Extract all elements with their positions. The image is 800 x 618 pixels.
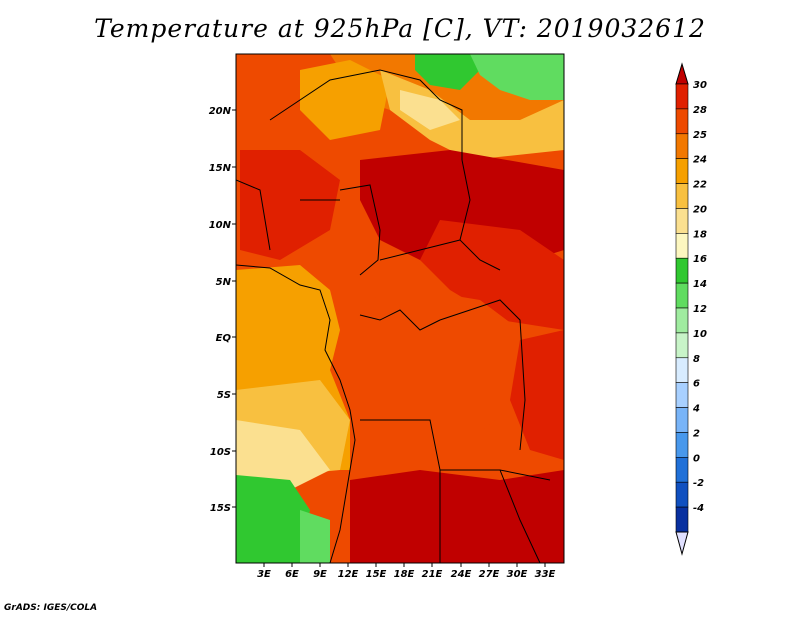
lat-label: 10N [209, 220, 232, 231]
colorbar-label: 10 [693, 329, 707, 340]
border-zambia [499, 469, 541, 563]
colorbar-label: 20 [693, 204, 707, 215]
colorbar-segment [675, 357, 689, 383]
colorbar-label: 12 [693, 304, 707, 315]
colorbar-segment [675, 432, 689, 458]
colorbar-segment [675, 282, 689, 309]
colorbar-segment [675, 481, 689, 508]
field-atlantic-pale [236, 420, 330, 490]
colorbar-label: 0 [693, 453, 700, 464]
field-hot-south [350, 470, 564, 563]
field-cool-band [380, 70, 564, 160]
lon-label: 6E [285, 569, 299, 580]
border-north [269, 69, 463, 160]
colorbar-segment [675, 83, 689, 110]
border-car [379, 239, 461, 261]
latitude-axis: 20N 15N 10N 5N EQ 5S 10S 15S [209, 106, 236, 514]
lon-label: 18E [394, 569, 415, 580]
coastline [236, 264, 356, 563]
border-east [439, 299, 526, 451]
field-green-sw [236, 475, 310, 563]
colorbar-label: 30 [693, 80, 707, 91]
field-hot-se [510, 330, 564, 460]
field-green-north [415, 54, 480, 90]
lat-label: 15N [209, 163, 232, 174]
colorbar-segment [675, 183, 689, 209]
colorbar-segment [675, 233, 689, 259]
field-green-sw-light [300, 510, 330, 563]
field-pale-band [400, 90, 460, 130]
colorbar-segment [675, 457, 689, 483]
lat-label: 15S [210, 503, 231, 514]
field-hot-west [240, 150, 340, 260]
lon-label: 30E [507, 569, 528, 580]
field-hot-east [420, 220, 564, 330]
lat-label: 20N [209, 106, 232, 117]
colorbar-label: 2 [693, 428, 700, 439]
colorbar-segment [675, 208, 689, 234]
lon-label: 9E [313, 569, 327, 580]
colorbar-label: 24 [693, 155, 707, 166]
colorbar-label: -2 [693, 478, 704, 489]
longitude-axis: 3E 6E 9E 12E 15E 18E 21E 24E 27E 30E 33E [257, 563, 556, 580]
colorbar-segment [675, 332, 689, 359]
colorbar-segment [675, 382, 689, 408]
colorbar-segment [675, 407, 689, 433]
colorbar-label: 25 [693, 130, 707, 141]
colorbar-label: 8 [693, 354, 700, 365]
lon-label: 33E [535, 569, 556, 580]
colorbar-segment [675, 257, 689, 284]
colorbar-label: 16 [693, 254, 707, 265]
lon-label: 24E [451, 569, 472, 580]
colorbar-segment [675, 108, 689, 135]
lat-label: EQ [216, 333, 232, 344]
lat-label: 5S [217, 390, 231, 401]
lat-label: 5N [216, 277, 232, 288]
colorbar-segment [675, 307, 689, 334]
field-sahel-warm [300, 60, 390, 140]
border-congo [359, 309, 441, 331]
colorbar-label: 14 [693, 279, 707, 290]
colorbar-label: 6 [693, 379, 700, 390]
lat-label: 10S [210, 447, 231, 458]
colorbar-top-arrow [675, 62, 689, 85]
colorbar-label: 22 [693, 180, 707, 191]
map-frame [235, 53, 565, 564]
colorbar-segment [675, 506, 689, 533]
border-nigeria [339, 184, 381, 276]
colorbar-label: 28 [693, 105, 707, 116]
colorbar-label: -4 [693, 503, 704, 514]
lon-label: 27E [479, 569, 500, 580]
colorbar-label: 4 [692, 404, 700, 415]
lon-label: 15E [366, 569, 387, 580]
map-title: Temperature at 925hPa [C], VT: 201903261… [94, 14, 706, 43]
colorbar-label: 18 [693, 229, 707, 240]
field-green-ne [470, 54, 564, 100]
lon-label: 21E [422, 569, 443, 580]
border-west [236, 179, 271, 251]
country-borders [236, 69, 551, 563]
lon-label: 12E [338, 569, 359, 580]
lon-label: 3E [257, 569, 271, 580]
colorbar-segment [675, 158, 689, 184]
credit-label: GrADS: IGES/COLA [4, 603, 98, 613]
colorbar-bottom-arrow [675, 531, 689, 556]
colorbar-segment [675, 133, 689, 159]
temperature-field [236, 54, 564, 563]
field-congo [360, 290, 520, 440]
